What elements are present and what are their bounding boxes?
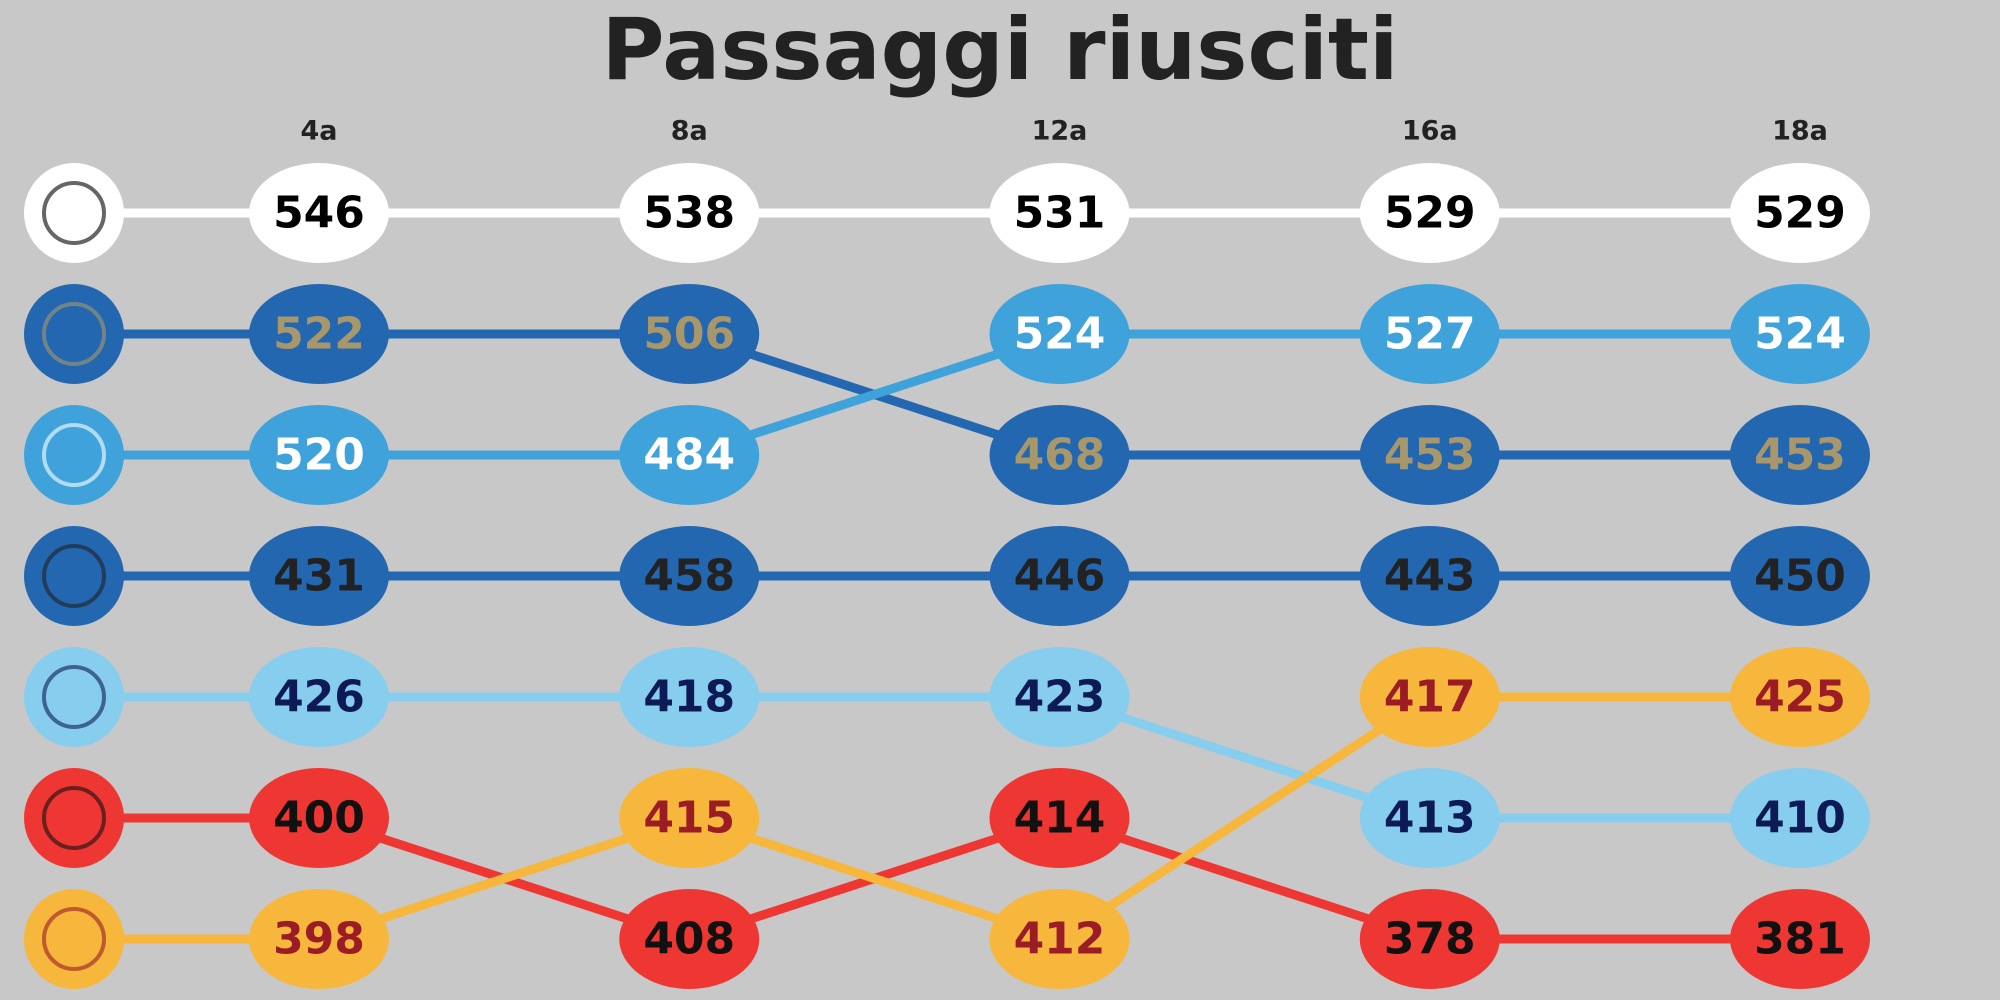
value-label: 408	[643, 914, 735, 965]
value-label: 538	[643, 188, 735, 239]
value-label: 412	[1014, 914, 1106, 965]
value-bubble	[619, 526, 760, 626]
column-label: 12a	[1032, 116, 1088, 147]
value-bubble	[619, 647, 760, 747]
value-bubble	[1359, 768, 1500, 868]
value-bubble	[619, 163, 760, 263]
value-bubble	[989, 768, 1130, 868]
value-bubble	[989, 284, 1130, 384]
team-logo	[24, 163, 124, 263]
value-bubble	[989, 889, 1130, 989]
column-label: 16a	[1402, 116, 1458, 147]
value-label: 529	[1384, 188, 1476, 239]
value-bubble	[1730, 284, 1870, 384]
value-label: 468	[1014, 430, 1106, 481]
value-label: 546	[273, 188, 365, 239]
value-label: 425	[1754, 672, 1846, 723]
value-bubble	[1730, 163, 1870, 263]
value-bubble	[1359, 163, 1500, 263]
team-logo-inner	[42, 181, 106, 245]
value-bubble	[1730, 768, 1870, 868]
value-label: 398	[273, 914, 365, 965]
value-bubble	[249, 284, 389, 384]
value-label: 443	[1384, 551, 1476, 602]
team-logo	[24, 889, 124, 989]
column-label: 8a	[671, 116, 708, 147]
team-logo-inner	[42, 786, 106, 850]
team-logo	[24, 526, 124, 626]
value-bubble	[1730, 526, 1870, 626]
team-logo-inner	[42, 907, 106, 971]
value-label: 414	[1014, 793, 1106, 844]
value-bubble	[1730, 647, 1870, 747]
value-bubble	[249, 526, 389, 626]
value-label: 413	[1384, 793, 1476, 844]
value-bubble	[989, 405, 1130, 505]
team-logo	[24, 647, 124, 747]
value-bubble	[1730, 405, 1870, 505]
value-bubble	[989, 647, 1130, 747]
value-label: 410	[1754, 793, 1846, 844]
value-label: 378	[1384, 914, 1476, 965]
column-label: 4a	[300, 116, 337, 147]
column-label: 18a	[1772, 116, 1828, 147]
value-bubble	[249, 768, 389, 868]
value-label: 446	[1014, 551, 1106, 602]
value-bubble	[249, 163, 389, 263]
team-logo	[24, 405, 124, 505]
team-logo-inner	[42, 423, 106, 487]
value-bubble	[1359, 889, 1500, 989]
team-logo-inner	[42, 544, 106, 608]
value-label: 529	[1754, 188, 1846, 239]
value-bubble	[249, 889, 389, 989]
team-logo-inner	[42, 302, 106, 366]
value-bubble	[989, 163, 1130, 263]
value-label: 381	[1754, 914, 1846, 965]
value-bubble	[619, 889, 760, 989]
value-bubble	[989, 526, 1130, 626]
value-label: 418	[643, 672, 735, 723]
value-label: 520	[273, 430, 365, 481]
value-bubble	[619, 284, 760, 384]
value-label: 531	[1014, 188, 1106, 239]
value-label: 431	[273, 551, 365, 602]
value-label: 524	[1754, 309, 1846, 360]
value-label: 400	[273, 793, 365, 844]
value-label: 484	[643, 430, 735, 481]
value-bubble	[249, 647, 389, 747]
team-logo	[24, 284, 124, 384]
value-bubble	[1359, 405, 1500, 505]
value-bubble	[619, 768, 760, 868]
value-label: 450	[1754, 551, 1846, 602]
value-label: 506	[643, 309, 735, 360]
value-bubble	[1730, 889, 1870, 989]
chart-title: Passaggi riusciti	[601, 0, 1398, 100]
value-label: 423	[1014, 672, 1106, 723]
value-bubble	[1359, 284, 1500, 384]
value-label: 426	[273, 672, 365, 723]
value-label: 453	[1384, 430, 1476, 481]
team-logo-inner	[42, 665, 106, 729]
team-logo	[24, 768, 124, 868]
value-label: 458	[643, 551, 735, 602]
value-label: 453	[1754, 430, 1846, 481]
value-label: 417	[1384, 672, 1476, 723]
value-bubble	[1359, 647, 1500, 747]
value-bubble	[619, 405, 760, 505]
value-label: 527	[1384, 309, 1476, 360]
value-label: 522	[273, 309, 365, 360]
marks: 546 538 531 529 529 522 506 468 453 453 520 484 524 5…	[24, 163, 1870, 989]
value-bubble	[1359, 526, 1500, 626]
value-label: 524	[1014, 309, 1106, 360]
value-label: 415	[643, 793, 735, 844]
value-bubble	[249, 405, 389, 505]
